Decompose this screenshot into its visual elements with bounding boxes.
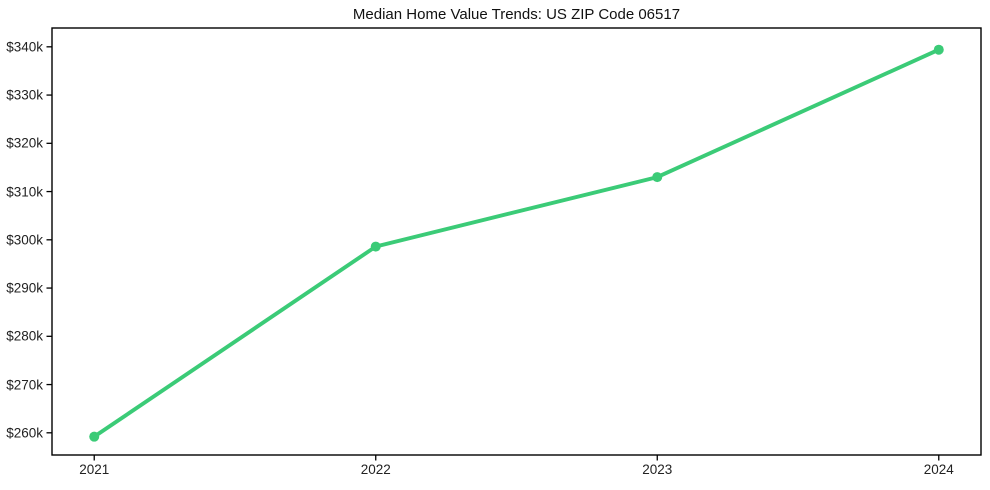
x-tick-label: 2022: [360, 462, 391, 477]
y-tick-label: $310k: [6, 184, 43, 200]
y-tick-label: $330k: [6, 87, 43, 103]
y-tick-label: $320k: [6, 135, 43, 151]
y-tick-label: $260k: [6, 425, 43, 441]
chart-title: Median Home Value Trends: US ZIP Code 06…: [352, 6, 681, 23]
y-tick-label: $290k: [6, 280, 43, 296]
y-tick-label: $280k: [6, 328, 43, 344]
x-tick-label: 2021: [79, 462, 110, 477]
data-point-marker: [652, 172, 663, 183]
data-point-marker: [933, 44, 944, 55]
axes-frame: [51, 27, 982, 456]
data-point-marker: [89, 431, 100, 442]
data-point-marker: [370, 241, 381, 252]
y-tick-label: $300k: [6, 232, 43, 248]
x-tick-label: 2024: [923, 462, 954, 477]
x-tick-label: 2023: [642, 462, 673, 477]
median-home-value-line: [92, 47, 941, 439]
y-tick-label: $270k: [6, 377, 43, 393]
y-tick-label: $340k: [6, 39, 43, 55]
